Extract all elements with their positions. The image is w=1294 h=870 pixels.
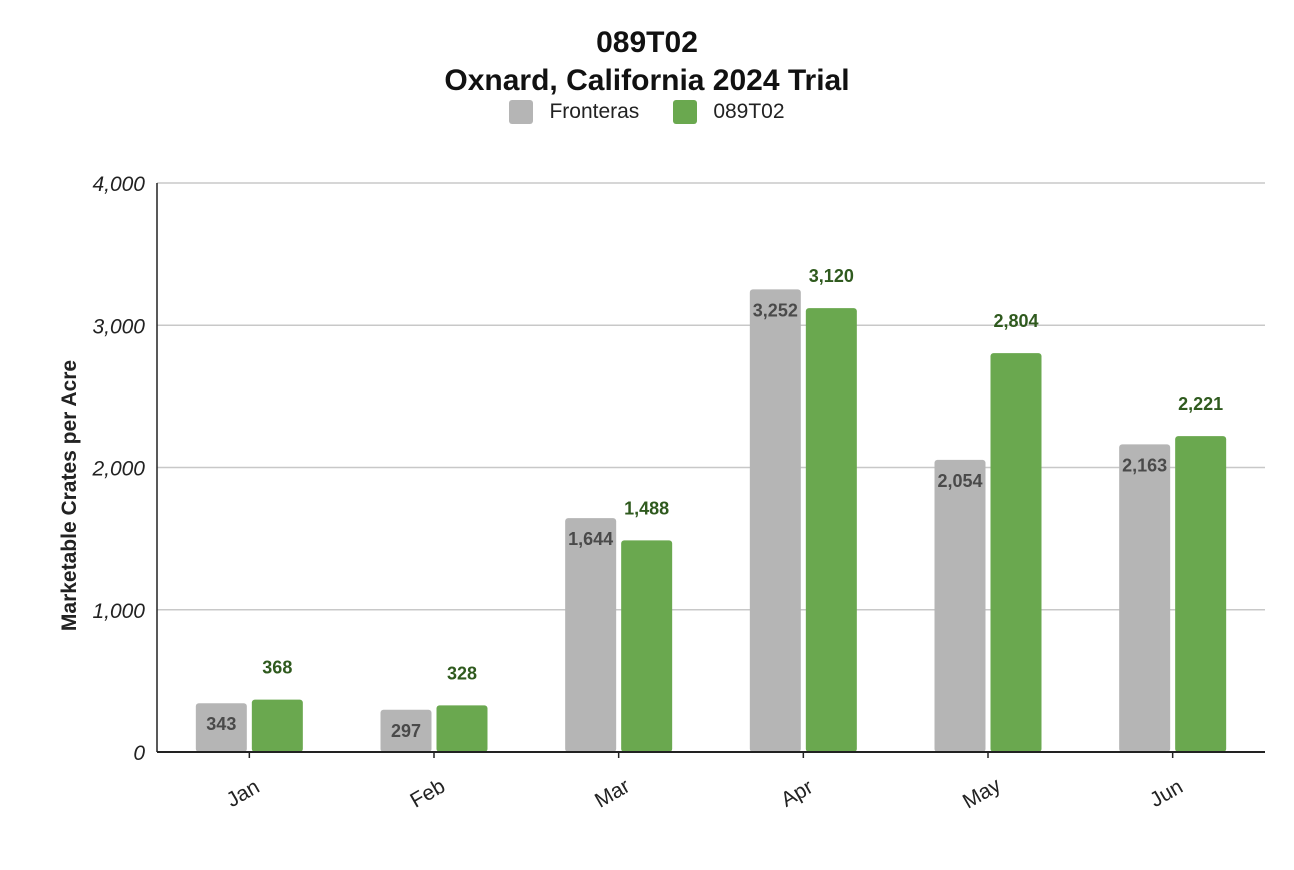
data-label-fronteras: 297 <box>391 721 421 741</box>
x-tick-label: May <box>959 773 1005 813</box>
bar-fronteras-apr <box>749 289 801 752</box>
data-label-089t02: 368 <box>262 658 292 678</box>
chart-title: 089T02 <box>596 26 698 59</box>
data-label-fronteras: 2,163 <box>1122 455 1167 475</box>
bar-089t02-jun <box>1175 436 1227 752</box>
x-tick-label: Jan <box>223 775 264 812</box>
bar-089t02-may <box>990 353 1042 752</box>
legend: Fronteras 089T02 <box>0 100 1294 124</box>
data-label-fronteras: 2,054 <box>937 471 982 491</box>
bar-fronteras-may <box>934 459 986 752</box>
y-tick-label: 2,000 <box>91 458 145 481</box>
chart-title-block: 089T02 Oxnard, California 2024 Trial <box>0 24 1294 100</box>
legend-label-fronteras: Fronteras <box>549 100 640 123</box>
bar-fronteras-jun <box>1119 444 1171 752</box>
data-label-fronteras: 1,644 <box>568 529 613 549</box>
bar-089t02-mar <box>621 540 673 752</box>
y-axis-title: Marketable Crates per Acre <box>58 360 81 631</box>
data-label-089t02: 3,120 <box>809 266 854 286</box>
x-tick-label: Jun <box>1146 775 1187 812</box>
bar-089t02-feb <box>436 705 488 752</box>
legend-swatch-089t02 <box>673 100 698 124</box>
bar-fronteras-feb <box>380 709 432 752</box>
data-label-fronteras: 343 <box>206 714 236 734</box>
chart-subtitle: Oxnard, California 2024 Trial <box>444 64 850 97</box>
data-label-089t02: 2,221 <box>1178 394 1223 414</box>
x-tick-label: Feb <box>406 775 449 813</box>
legend-item-fronteras: Fronteras <box>509 100 639 124</box>
data-label-089t02: 2,804 <box>993 311 1038 331</box>
legend-item-089t02: 089T02 <box>673 100 785 124</box>
data-label-fronteras: 3,252 <box>753 300 798 320</box>
x-tick-label: Mar <box>591 775 634 813</box>
y-tick-label: 3,000 <box>92 315 145 338</box>
y-tick-label: 1,000 <box>92 600 145 623</box>
data-label-089t02: 1,488 <box>624 498 669 518</box>
bar-089t02-jan <box>251 699 303 752</box>
bar-fronteras-jan <box>195 703 247 752</box>
legend-swatch-fronteras <box>509 100 534 124</box>
y-tick-label: 4,000 <box>92 173 145 196</box>
x-tick-label: Apr <box>777 775 817 811</box>
data-label-089t02: 328 <box>447 663 477 683</box>
legend-label-089t02: 089T02 <box>713 100 785 123</box>
y-tick-label: 0 <box>133 742 145 765</box>
bar-fronteras-mar <box>565 518 617 752</box>
bar-089t02-apr <box>805 308 857 752</box>
